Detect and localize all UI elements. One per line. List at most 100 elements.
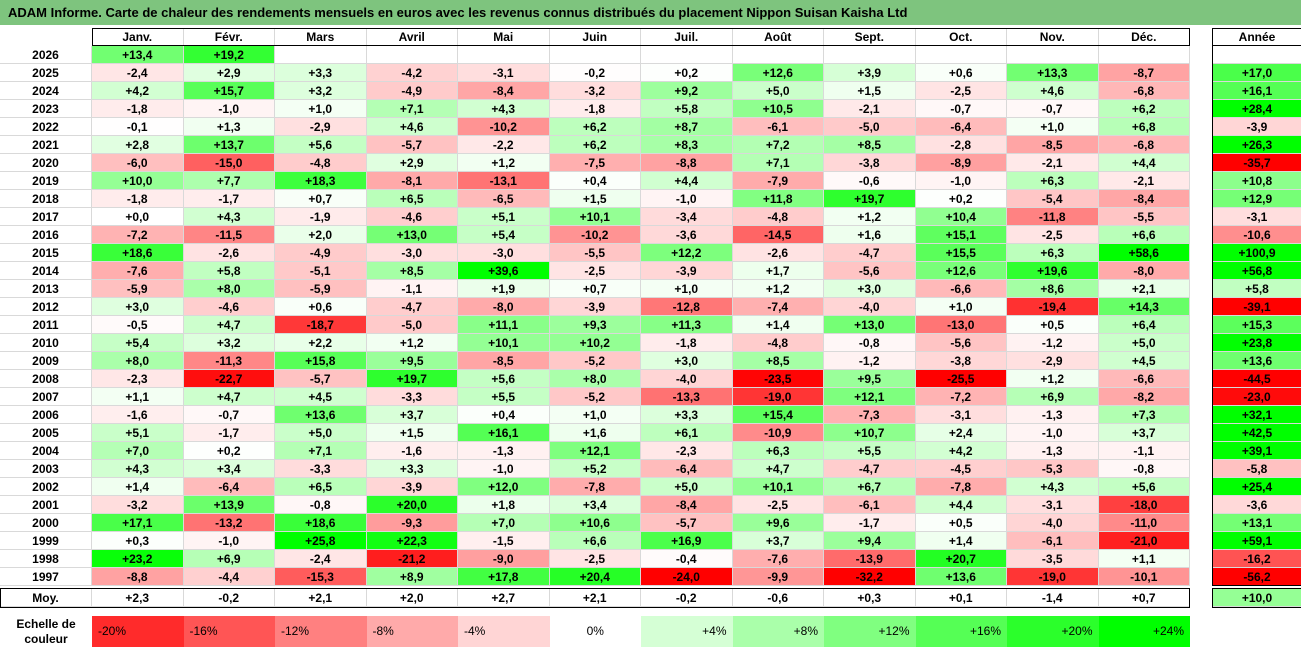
heatmap-cell: +20,0 bbox=[366, 496, 458, 514]
heatmap-cell: +3,2 bbox=[183, 334, 275, 352]
heatmap-cell: +4,6 bbox=[366, 118, 458, 136]
annual-cell: -39,1 bbox=[1212, 298, 1301, 316]
heatmap-cell: -2,2 bbox=[458, 136, 550, 154]
heatmap-cell: -2,4 bbox=[92, 64, 184, 82]
heatmap-cell: -0,1 bbox=[92, 118, 184, 136]
heatmap-cell: +1,4 bbox=[92, 478, 184, 496]
heatmap-cell: -23,5 bbox=[732, 370, 824, 388]
heatmap-cell: -6,5 bbox=[458, 190, 550, 208]
heatmap-cell: +6,6 bbox=[1098, 226, 1190, 244]
heatmap-cell: -1,3 bbox=[458, 442, 550, 460]
heatmap-cell: -0,8 bbox=[824, 334, 916, 352]
heatmap-cell: -4,9 bbox=[275, 244, 367, 262]
heatmap-cell: -4,5 bbox=[915, 460, 1007, 478]
heatmap-cell: +7,1 bbox=[366, 100, 458, 118]
heatmap-cell: +1,6 bbox=[549, 424, 641, 442]
heatmap-cell: +20,7 bbox=[915, 550, 1007, 568]
heatmap-cell: -19,0 bbox=[1007, 568, 1099, 586]
heatmap-cell: -1,3 bbox=[1007, 442, 1099, 460]
heatmap-cell: -3,9 bbox=[366, 478, 458, 496]
annual-cell: +5,8 bbox=[1212, 280, 1301, 298]
heatmap-cell: +6,7 bbox=[824, 478, 916, 496]
heatmap-cell: +1,2 bbox=[1007, 370, 1099, 388]
heatmap-cell: -1,2 bbox=[1007, 334, 1099, 352]
heatmap-cell: -1,9 bbox=[275, 208, 367, 226]
heatmap-cell: +1,8 bbox=[458, 496, 550, 514]
heatmap-cell: +4,3 bbox=[183, 208, 275, 226]
average-cell: +2,1 bbox=[549, 589, 641, 607]
heatmap-cell: -0,7 bbox=[183, 406, 275, 424]
heatmap-cell: +7,3 bbox=[1098, 406, 1190, 424]
heatmap-cell: -2,5 bbox=[549, 550, 641, 568]
heatmap-cell: +4,7 bbox=[183, 316, 275, 334]
heatmap-cell bbox=[275, 46, 367, 64]
heatmap-cell: +19,7 bbox=[366, 370, 458, 388]
heatmap-cell: -1,7 bbox=[183, 190, 275, 208]
heatmap-cell: -3,8 bbox=[824, 154, 916, 172]
heatmap-cell: -3,1 bbox=[1007, 496, 1099, 514]
heatmap-cell: -4,7 bbox=[824, 460, 916, 478]
heatmap-cell: +2,2 bbox=[275, 334, 367, 352]
heatmap-cell: +13,0 bbox=[824, 316, 916, 334]
annual-cell: +100,9 bbox=[1212, 244, 1301, 262]
annual-cell bbox=[1212, 46, 1301, 64]
annual-cell: +32,1 bbox=[1212, 406, 1301, 424]
heatmap-cell: +1,9 bbox=[458, 280, 550, 298]
heatmap-cell: +6,6 bbox=[549, 532, 641, 550]
heatmap-cell: -3,0 bbox=[366, 244, 458, 262]
heatmap-cell: -1,2 bbox=[824, 352, 916, 370]
heatmap-cell: -5,2 bbox=[549, 388, 641, 406]
heatmap-cell: -3,3 bbox=[366, 388, 458, 406]
heatmap-cell: -2,5 bbox=[732, 496, 824, 514]
heatmap-cell: +4,3 bbox=[92, 460, 184, 478]
year-label: 2022 bbox=[0, 118, 92, 136]
heatmap-cell: -6,1 bbox=[732, 118, 824, 136]
heatmap-cell: +5,5 bbox=[458, 388, 550, 406]
color-scale-stop: +24% bbox=[1098, 616, 1190, 647]
year-label: 2005 bbox=[0, 424, 92, 442]
month-header: Mars bbox=[275, 28, 367, 46]
heatmap-cell: -1,1 bbox=[1098, 442, 1190, 460]
year-label: 2015 bbox=[0, 244, 92, 262]
heatmap-cell: -4,8 bbox=[732, 334, 824, 352]
heatmap-cell: +39,6 bbox=[458, 262, 550, 280]
heatmap-cell: +6,5 bbox=[275, 478, 367, 496]
heatmap-cell: +19,2 bbox=[183, 46, 275, 64]
heatmap-cell: +1,6 bbox=[824, 226, 916, 244]
heatmap-cell: +0,2 bbox=[183, 442, 275, 460]
heatmap-cell: +8,7 bbox=[641, 118, 733, 136]
heatmap-cell: -3,2 bbox=[549, 82, 641, 100]
heatmap-cell: +9,6 bbox=[732, 514, 824, 532]
heatmap-cell: +58,6 bbox=[1098, 244, 1190, 262]
heatmap-cell: +9,3 bbox=[549, 316, 641, 334]
heatmap-cell: -8,7 bbox=[1098, 64, 1190, 82]
heatmap-cell: -25,5 bbox=[915, 370, 1007, 388]
year-label: 2004 bbox=[0, 442, 92, 460]
heatmap-cell: +15,8 bbox=[275, 352, 367, 370]
heatmap-cell: -13,0 bbox=[915, 316, 1007, 334]
heatmap-cell: +0,6 bbox=[915, 64, 1007, 82]
heatmap-cell: +20,4 bbox=[549, 568, 641, 586]
heatmap-cell: +6,9 bbox=[1007, 388, 1099, 406]
color-scale-stop: -4% bbox=[458, 616, 550, 647]
heatmap-cell: -5,6 bbox=[824, 262, 916, 280]
heatmap-cell: -7,6 bbox=[732, 550, 824, 568]
heatmap-cell: +7,0 bbox=[92, 442, 184, 460]
heatmap-cell: -11,3 bbox=[183, 352, 275, 370]
heatmap-cell: +10,5 bbox=[732, 100, 824, 118]
heatmap-cell: +8,6 bbox=[1007, 280, 1099, 298]
color-scale-stop: -16% bbox=[183, 616, 275, 647]
heatmap-cell: +10,2 bbox=[549, 334, 641, 352]
heatmap-cell: -3,0 bbox=[458, 244, 550, 262]
heatmap-cell: -4,7 bbox=[366, 298, 458, 316]
heatmap-cell: -7,4 bbox=[732, 298, 824, 316]
year-label: 2002 bbox=[0, 478, 92, 496]
heatmap-cell: +4,3 bbox=[458, 100, 550, 118]
heatmap-cell: -2,5 bbox=[1007, 226, 1099, 244]
heatmap-cell: +0,7 bbox=[549, 280, 641, 298]
color-scale-stop: 0% bbox=[549, 616, 641, 647]
heatmap-cell: +19,7 bbox=[824, 190, 916, 208]
heatmap-cell: +3,7 bbox=[732, 532, 824, 550]
heatmap-cell bbox=[641, 46, 733, 64]
heatmap-cell: -5,5 bbox=[1098, 208, 1190, 226]
